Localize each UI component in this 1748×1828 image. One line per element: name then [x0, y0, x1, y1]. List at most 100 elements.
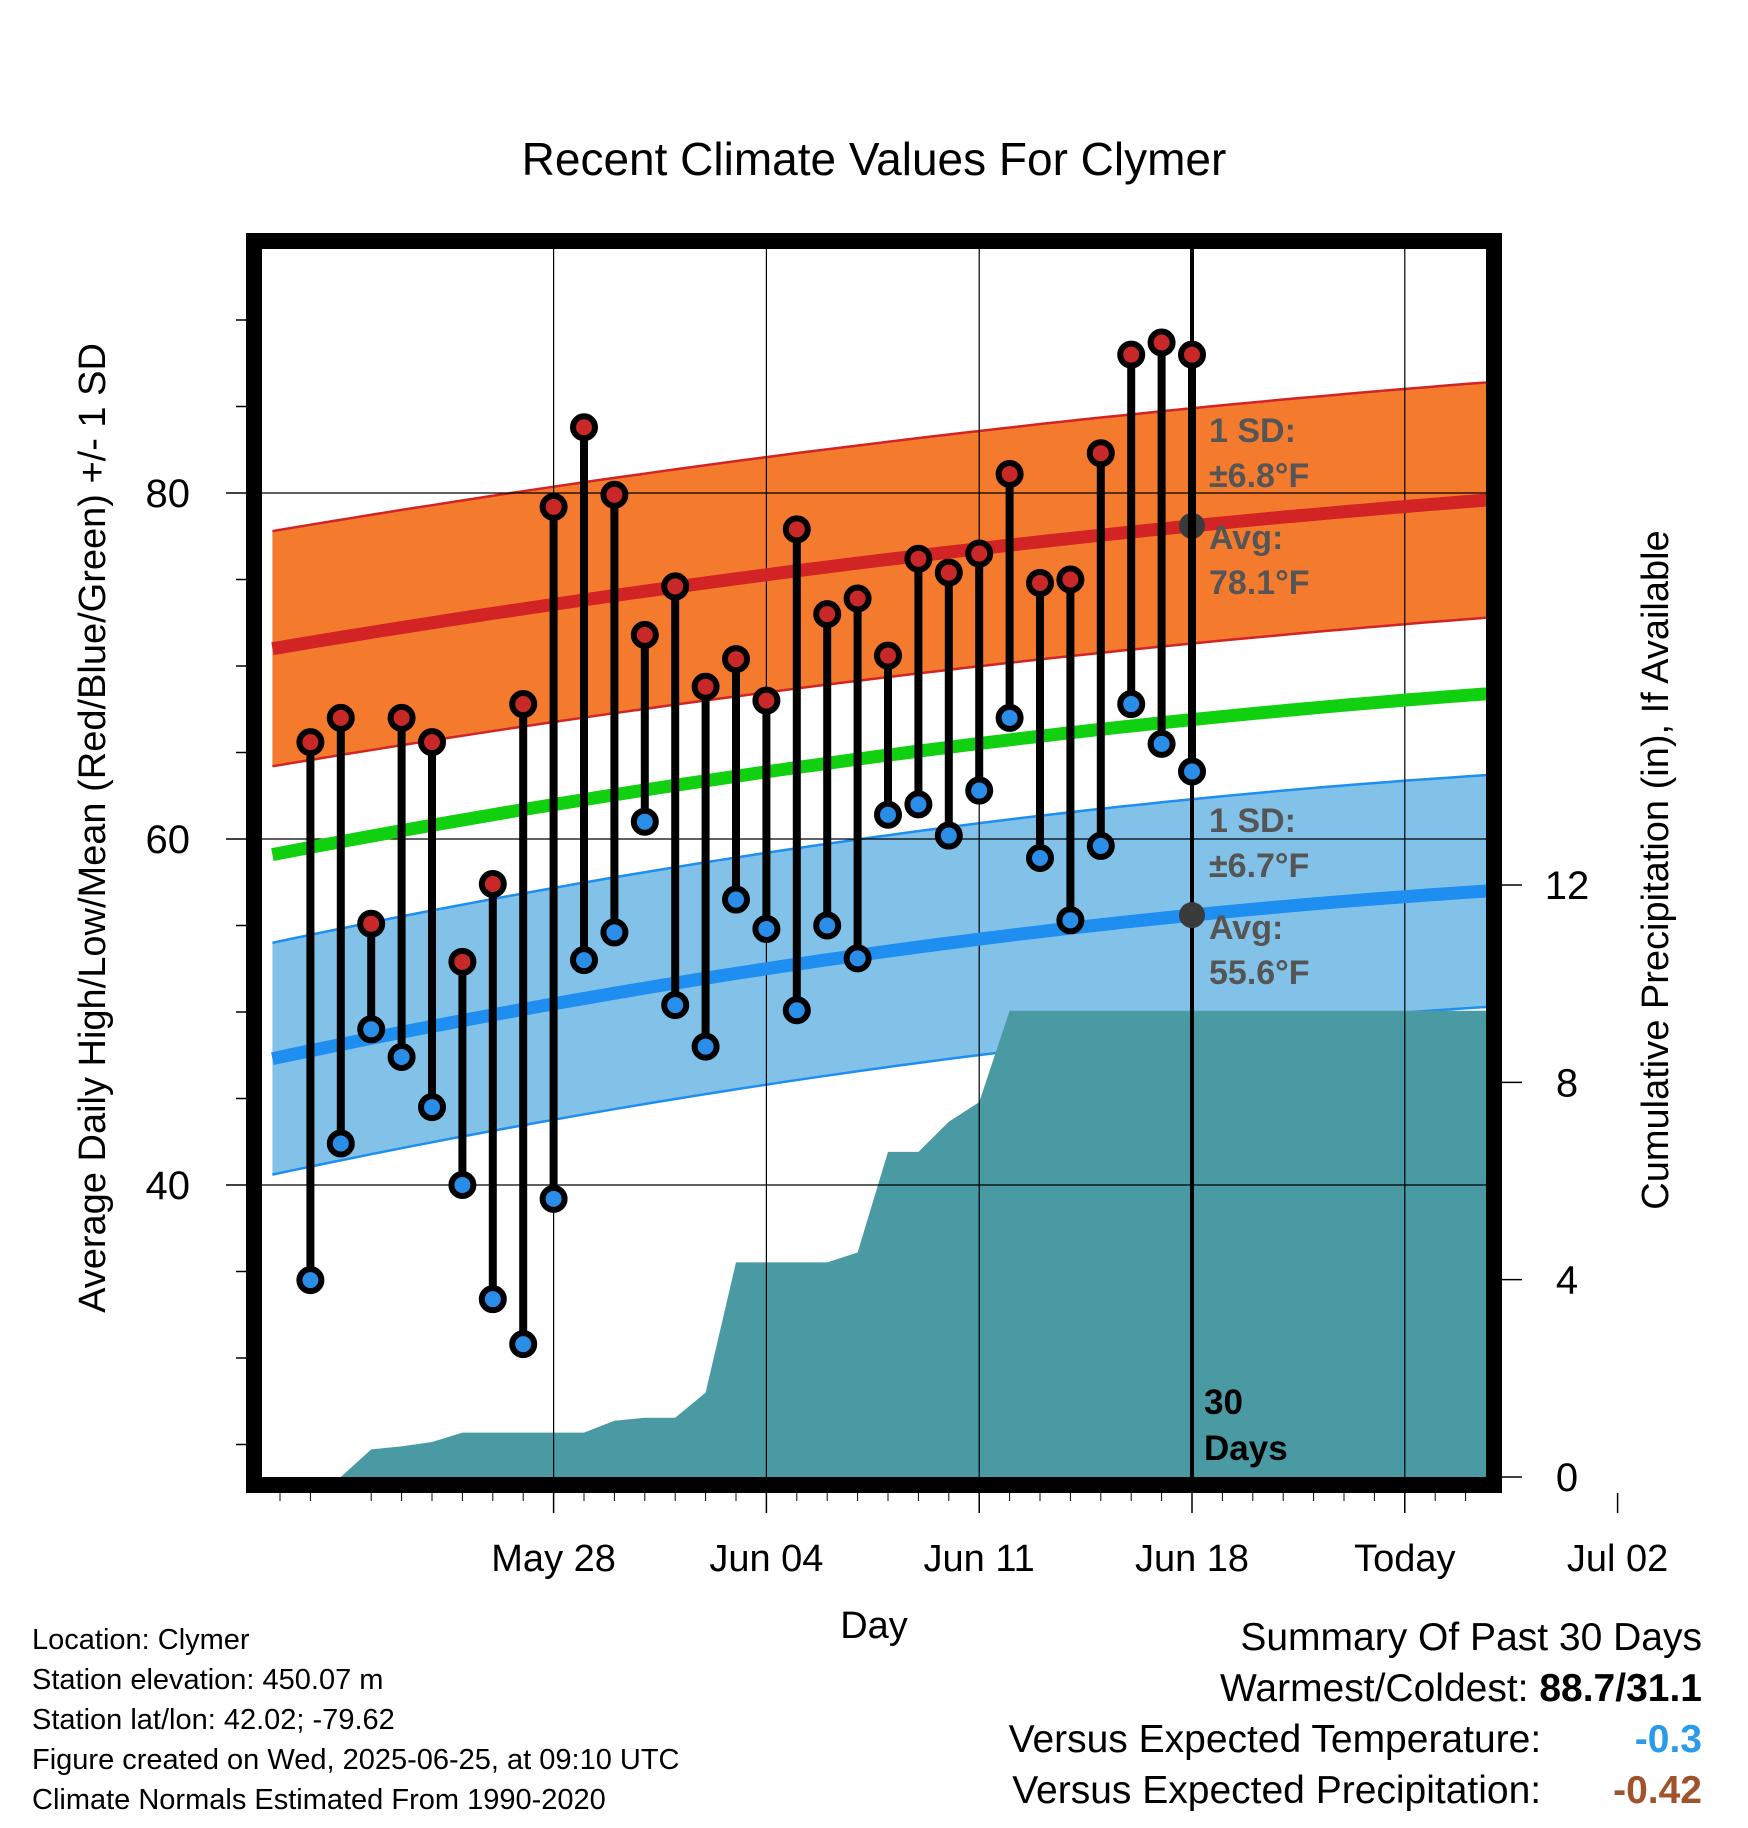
low-avg-label: Avg: [1209, 909, 1283, 947]
x-tick-label: Jun 18 [1135, 1538, 1249, 1580]
daily-high-point [478, 869, 507, 898]
daily-low-point [661, 991, 690, 1020]
station-info: Location: Clymer Station elevation: 450.… [32, 1620, 680, 1820]
daily-low-point [874, 800, 902, 829]
daily-high-point [1178, 340, 1206, 369]
daily-low-point [478, 1285, 507, 1314]
daily-high-point [813, 600, 842, 629]
low-avg-line [271, 884, 1486, 1066]
chart-title: Recent Climate Values For Clymer [522, 133, 1227, 185]
daily-low-point [600, 918, 629, 947]
daily-low-point [1117, 690, 1146, 719]
daily-low-point [1178, 757, 1206, 786]
daily-low-point [1026, 844, 1054, 873]
daily-high-point [600, 480, 629, 509]
low-avg-value: 55.6°F [1209, 954, 1310, 992]
elevation-text: Station elevation: 450.07 m [32, 1664, 384, 1696]
daily-high-point [326, 703, 355, 732]
plot-area [262, 249, 1486, 1477]
daily-high-point [509, 690, 538, 719]
y2-tick-label: 4 [1556, 1259, 1578, 1303]
high-sd-value: ±6.8°F [1209, 457, 1309, 495]
mean-avg-line [271, 687, 1486, 861]
daily-high-point [965, 539, 994, 568]
daily-low-point [326, 1129, 355, 1158]
high-avg-line [271, 493, 1486, 656]
high-sd-label: 1 SD: [1209, 412, 1296, 450]
daily-high-point [1147, 328, 1176, 357]
high-avg-value: 78.1°F [1209, 564, 1310, 602]
y2-axis-label: Cumulative Precipitation (in), If Availa… [1635, 530, 1677, 1209]
plot-frame [246, 233, 1502, 1493]
created-text: Figure created on Wed, 2025-06-25, at 09… [32, 1744, 680, 1776]
summary-temp-row: Versus Expected Temperature: -0.3 [1009, 1714, 1702, 1765]
daily-low-point [934, 821, 963, 850]
daily-low-point [630, 807, 659, 836]
daily-low-point [1086, 831, 1115, 860]
daily-high-point [570, 413, 598, 442]
low-sd-label: 1 SD: [1209, 802, 1296, 840]
y-tick-label: 80 [146, 472, 191, 516]
daily-low-point [387, 1042, 416, 1071]
daily-high-point [904, 544, 933, 573]
daily-high-point [387, 703, 416, 732]
high-sd-band-upper [272, 381, 1486, 533]
daily-low-point [691, 1032, 720, 1061]
x-tick-label: Jun 04 [709, 1538, 823, 1580]
location-text: Location: Clymer [32, 1624, 250, 1656]
x-tick-label: Today [1354, 1538, 1455, 1580]
y2-tick-label: 0 [1556, 1456, 1578, 1500]
temp-departure-label: Versus Expected Temperature: [1008, 1718, 1542, 1761]
low-avg-today-dot [1179, 902, 1205, 929]
daily-low-point [296, 1266, 325, 1295]
daily-high-point [1026, 568, 1054, 597]
daily-high-point [539, 492, 568, 521]
daily-low-point [1056, 906, 1085, 935]
summary-warmest-row: Warmest/Coldest: 88.7/31.1 [1009, 1663, 1702, 1714]
daily-high-point [1056, 565, 1085, 594]
daily-low-point [509, 1330, 538, 1359]
daily-high-point [296, 728, 325, 757]
daily-high-point [782, 515, 811, 544]
low-sd-value: ±6.7°F [1209, 847, 1309, 885]
daily-high-point [1117, 340, 1146, 369]
y2-tick-label: 8 [1556, 1061, 1578, 1105]
precip-area [272, 1010, 1486, 1477]
precip-departure-value: -0.42 [1613, 1769, 1702, 1812]
latlon-text: Station lat/lon: 42.02; -79.62 [32, 1704, 395, 1736]
daily-low-point [965, 776, 994, 805]
y-tick-label: 60 [146, 818, 191, 862]
summary-panel: Summary Of Past 30 Days Warmest/Coldest:… [1009, 1612, 1702, 1816]
daily-high-point [448, 947, 477, 976]
daily-low-point [813, 911, 842, 940]
high-sd-band [272, 382, 1486, 767]
x-axis-label: Day [840, 1605, 908, 1647]
daily-low-point [782, 996, 811, 1025]
low-sd-band-upper [272, 773, 1486, 945]
daily-low-point [752, 914, 781, 943]
normals-text: Climate Normals Estimated From 1990-2020 [32, 1784, 606, 1816]
daily-low-point [357, 1015, 386, 1044]
summary-precip-row: Versus Expected Precipitation: -0.42 [1009, 1765, 1702, 1816]
daily-high-point [934, 558, 963, 587]
today-marker-label-line2: Days [1204, 1429, 1288, 1468]
warmest-coldest-value: 88.7/31.1 [1539, 1667, 1702, 1710]
daily-high-point [691, 672, 720, 701]
daily-high-point [752, 686, 781, 715]
daily-high-point [874, 641, 902, 670]
temp-departure-value: -0.3 [1634, 1718, 1702, 1761]
daily-low-point [539, 1184, 568, 1213]
daily-low-point [418, 1093, 446, 1122]
daily-low-point [843, 944, 872, 973]
daily-low-point [570, 946, 598, 975]
high-sd-band-lower [272, 616, 1486, 768]
daily-high-point [357, 909, 386, 938]
daily-low-point [448, 1171, 477, 1199]
daily-low-point [995, 703, 1024, 732]
daily-high-point [843, 584, 872, 613]
today-marker-label-line1: 30 [1204, 1383, 1243, 1422]
daily-low-point [904, 790, 933, 819]
daily-high-point [995, 459, 1024, 488]
y2-tick-label: 12 [1545, 864, 1590, 908]
